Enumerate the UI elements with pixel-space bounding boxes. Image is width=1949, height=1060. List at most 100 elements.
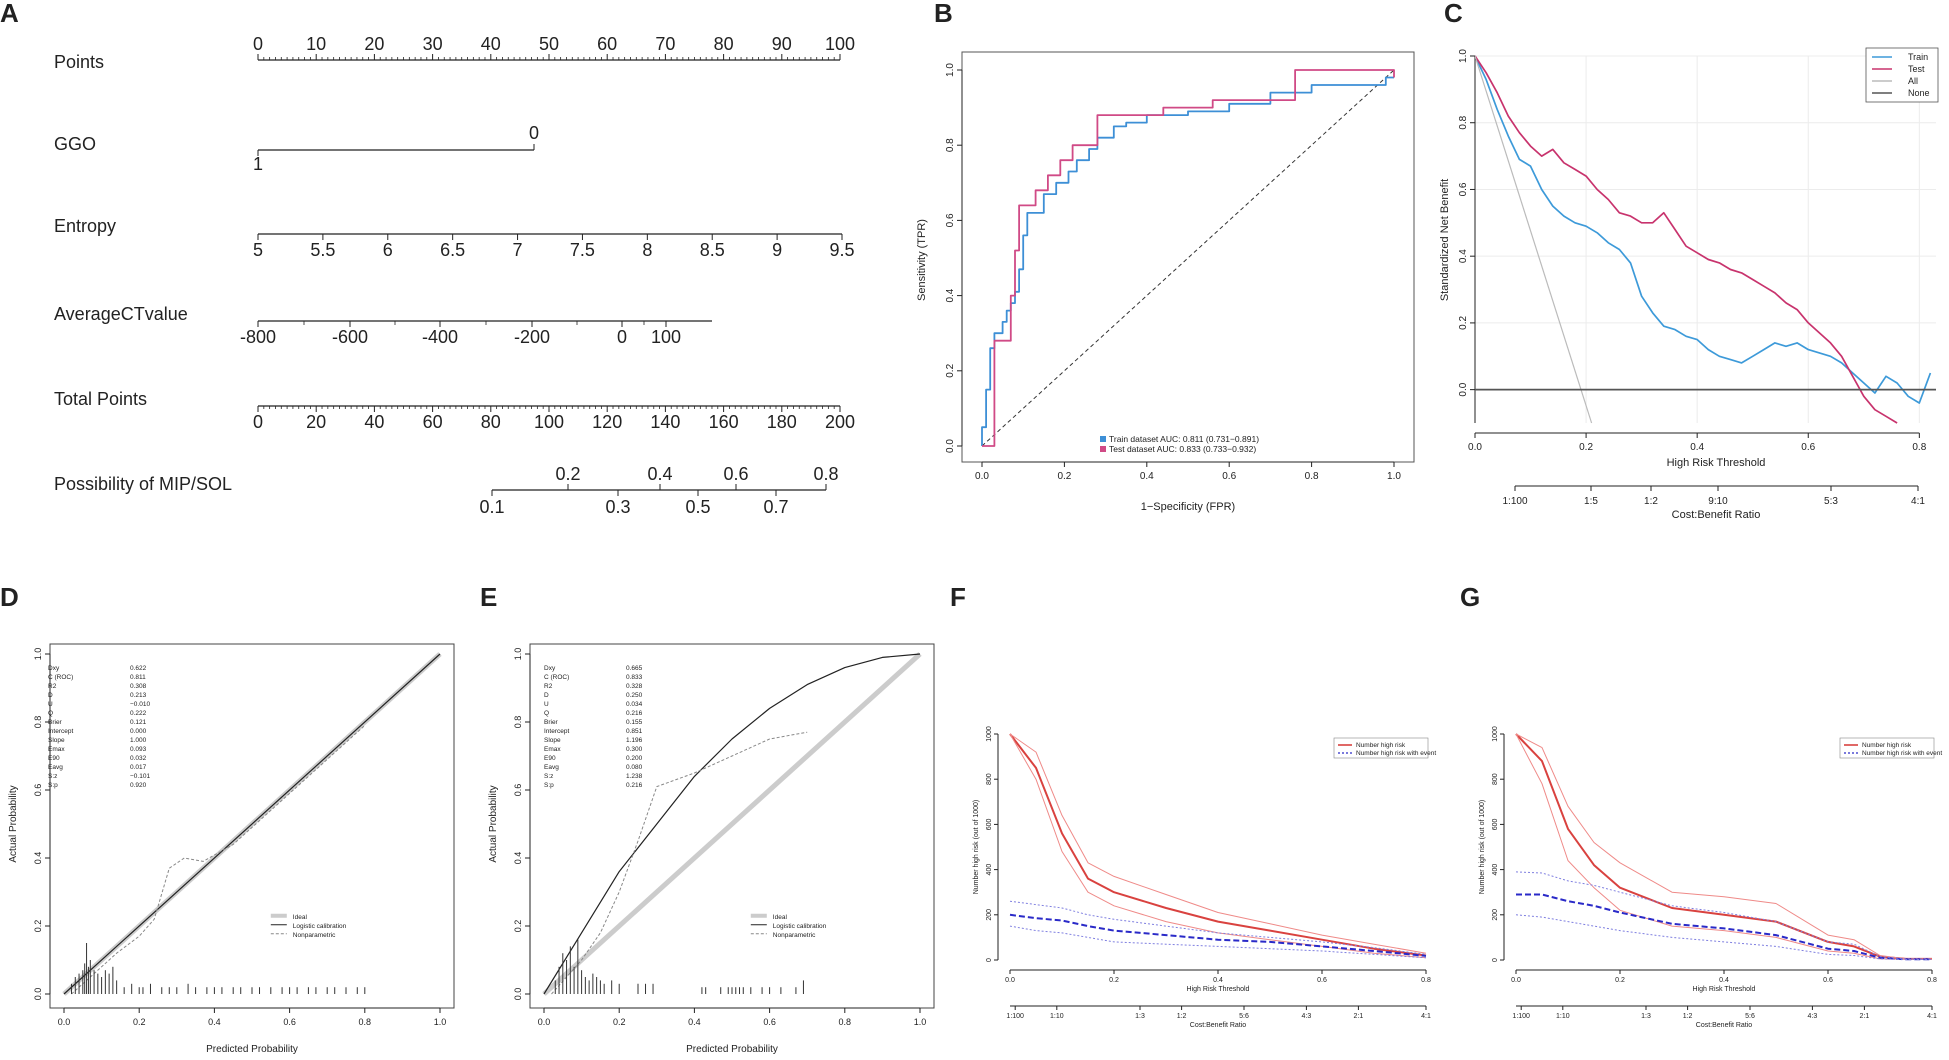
y-tick-label: 800 [986, 773, 993, 785]
impact-series-line [1009, 733, 1427, 957]
panel-c-decision-curve: C 0.0 0.2 0.4 0.6 0.8 1.0 0.0 0.2 0.4 0.6 0.8 High R… [1439, 0, 1939, 521]
ratio-tick-label: 1:2 [1644, 496, 1658, 507]
stat-value: 0.017 [130, 764, 147, 771]
impact-series-line [1515, 733, 1932, 960]
total-points-tick-label: 180 [767, 412, 797, 432]
x-tick-label: 0.4 [1213, 977, 1223, 984]
points-tick-label: 70 [655, 34, 675, 54]
panel-f-clinical-impact-train: F 0 200 400 600 800 1000 0.0 0.2 0.4 0.6 0.8 High Ri… [950, 582, 1436, 1029]
stat-value: 0.216 [626, 782, 643, 789]
y-axis-label: Actual Probability [488, 785, 499, 862]
points-tick-label: 10 [306, 34, 326, 54]
stat-value: 0.032 [130, 755, 147, 762]
x-tick-label: 0.6 [1222, 471, 1236, 482]
y-tick-label: 0.6 [945, 213, 956, 227]
y-tick-label: 0.8 [945, 138, 956, 152]
stat-name: E90 [48, 755, 60, 762]
x-tick-label: 0.8 [359, 1017, 372, 1027]
stat-name: Brier [544, 719, 559, 726]
y-tick-label: 400 [1492, 864, 1499, 876]
y-tick-label: 0.6 [33, 784, 43, 797]
impact-series-line [1009, 733, 1427, 954]
x-tick-label: 0.6 [1801, 442, 1815, 453]
avgct-tick-label: -800 [240, 327, 276, 347]
total-points-tick-label: 0 [253, 412, 263, 432]
x-tick-label: 0.2 [1057, 471, 1071, 482]
y-axis-label: Actual Probability [8, 785, 19, 862]
ratio-tick-label: 1:100 [1512, 1013, 1530, 1020]
entropy-tick-label: 6.5 [440, 240, 465, 260]
stat-value: 0.920 [130, 782, 147, 789]
stat-name: Dxy [544, 665, 556, 672]
logistic-calibration-line [63, 653, 441, 995]
legend-entry: Number high risk with event [1862, 750, 1942, 757]
stat-value: 0.034 [626, 701, 643, 708]
stat-name: Emax [48, 746, 65, 753]
stat-value: 1.238 [626, 773, 643, 780]
panel-letter-a: A [0, 0, 19, 28]
y-tick-label: 0.4 [945, 288, 956, 302]
possibility-tick-label: 0.1 [479, 497, 504, 517]
points-tick-label: 20 [364, 34, 384, 54]
y-tick-label: 600 [1492, 818, 1499, 830]
panel-d-calibration-train: D 0.0 0.2 0.4 0.6 0.8 1.0 0.0 0.2 0.4 0.6 0.8 1.0 Pre… [0, 582, 455, 1055]
panel-letter-g: G [1460, 582, 1480, 612]
entropy-tick-label: 9.5 [829, 240, 854, 260]
y-tick-label: 0 [1492, 958, 1499, 962]
ratio-tick-label: 5:6 [1239, 1013, 1249, 1020]
stat-name: U [544, 701, 549, 708]
legend-entry: Number high risk [1862, 742, 1912, 749]
y-tick-label: 0.0 [513, 988, 523, 1001]
x-tick-label: 0.8 [1927, 977, 1937, 984]
x-tick-label: 0.2 [613, 1017, 626, 1027]
entropy-tick-label: 6 [383, 240, 393, 260]
legend-entry: Train dataset AUC: 0.811 (0.731−0.891) [1109, 434, 1259, 444]
ratio-tick-label: 4:3 [1302, 1013, 1312, 1020]
ratio-tick-label: 2:1 [1860, 1013, 1870, 1020]
avgct-tick-label: 100 [651, 327, 681, 347]
y-tick-label: 0.2 [33, 920, 43, 933]
ratio-tick-label: 1:3 [1135, 1013, 1145, 1020]
ratio-tick-label: 4:1 [1927, 1013, 1937, 1020]
total-points-tick-label: 80 [481, 412, 501, 432]
panel-g-clinical-impact-test: G 0 200 400 600 800 1000 0.0 0.2 0.4 0.6 0.8 High Ri… [1460, 582, 1942, 1029]
points-tick-label: 40 [481, 34, 501, 54]
legend-entry: Nonparametric [773, 932, 816, 939]
legend-entry: Logistic calibration [293, 923, 347, 930]
stat-value: 0.622 [130, 665, 147, 672]
panel-b-roc-chart: B 0.0 0.2 0.4 0.6 0.8 1.0 0.0 0.2 0.4 0.6 0.8 1.0 1−S… [916, 0, 1415, 513]
roc-series-line [981, 76, 1394, 446]
stat-name: E90 [544, 755, 556, 762]
impact-series-line [1515, 733, 1932, 960]
x-tick-label: 0.8 [1421, 977, 1431, 984]
y-tick-label: 0.6 [1458, 182, 1469, 196]
legend-entry: Train [1908, 52, 1928, 62]
ratio-tick-label: 4:3 [1808, 1013, 1818, 1020]
x-tick-label: 0.2 [1579, 442, 1593, 453]
panel-letter-f: F [950, 582, 966, 612]
panel-letter-c: C [1444, 0, 1463, 28]
nomogram-row-label: AverageCTvalue [54, 304, 188, 324]
y-axis-label: Number high risk (out of 1000) [1479, 800, 1486, 895]
panel-e-calibration-test: E 0.0 0.2 0.4 0.6 0.8 1.0 0.0 0.2 0.4 0.6 0.8 1.0 Pre… [480, 582, 935, 1055]
legend-entry: Number high risk [1356, 742, 1406, 749]
y-axis-label: Sensitivity (TPR) [916, 219, 928, 301]
entropy-tick-label: 7.5 [570, 240, 595, 260]
stat-name: S:z [544, 773, 553, 780]
legend-swatch [1100, 436, 1106, 442]
legend-entry: Nonparametric [293, 932, 336, 939]
ideal-line [542, 652, 922, 996]
stat-name: C (ROC) [48, 674, 73, 681]
stat-value: 0.250 [626, 692, 643, 699]
stat-value: 0.851 [626, 728, 643, 735]
possibility-tick-label: 0.4 [647, 464, 672, 484]
nomogram-row-label: Possibility of MIP/SOL [54, 474, 232, 494]
stat-name: Intercept [48, 728, 73, 735]
stat-value: 1.196 [626, 737, 643, 744]
legend-box [1839, 737, 1935, 759]
ratio-tick-label: 1:10 [1050, 1013, 1064, 1020]
possibility-tick-label: 0.3 [605, 497, 630, 517]
stat-value: 0.665 [626, 665, 643, 672]
stat-name: U [48, 701, 53, 708]
x-tick-label: 0.4 [1719, 977, 1729, 984]
